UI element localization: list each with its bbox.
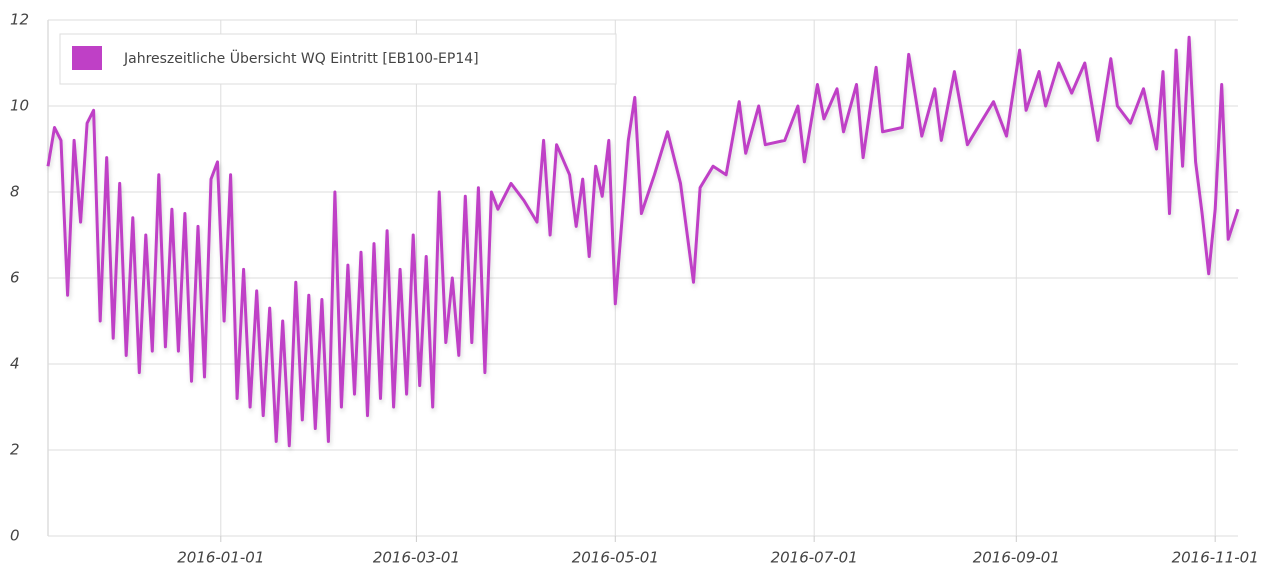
x-tick-label: 2016-03-01 bbox=[373, 549, 460, 567]
legend: Jahreszeitliche Übersicht WQ Eintritt [E… bbox=[59, 33, 617, 85]
x-tick-label: 2016-09-01 bbox=[973, 549, 1060, 567]
legend-swatch bbox=[72, 46, 102, 70]
x-tick-label: 2016-07-01 bbox=[771, 549, 858, 567]
y-tick-label: 4 bbox=[10, 355, 20, 373]
y-tick-label: 12 bbox=[10, 11, 29, 29]
legend-label: Jahreszeitliche Übersicht WQ Eintritt [E… bbox=[123, 49, 479, 67]
y-tick-label: 8 bbox=[10, 183, 20, 201]
y-tick-label: 2 bbox=[10, 441, 20, 459]
y-tick-label: 6 bbox=[10, 269, 20, 287]
y-tick-label: 10 bbox=[10, 97, 29, 115]
x-tick-label: 2016-01-01 bbox=[177, 549, 264, 567]
data-line bbox=[46, 35, 1240, 448]
x-tick-label: 2016-05-01 bbox=[572, 549, 659, 567]
x-tick-label: 2016-11-01 bbox=[1172, 549, 1259, 567]
y-tick-label: 0 bbox=[10, 527, 20, 545]
legend-box bbox=[59, 33, 617, 85]
